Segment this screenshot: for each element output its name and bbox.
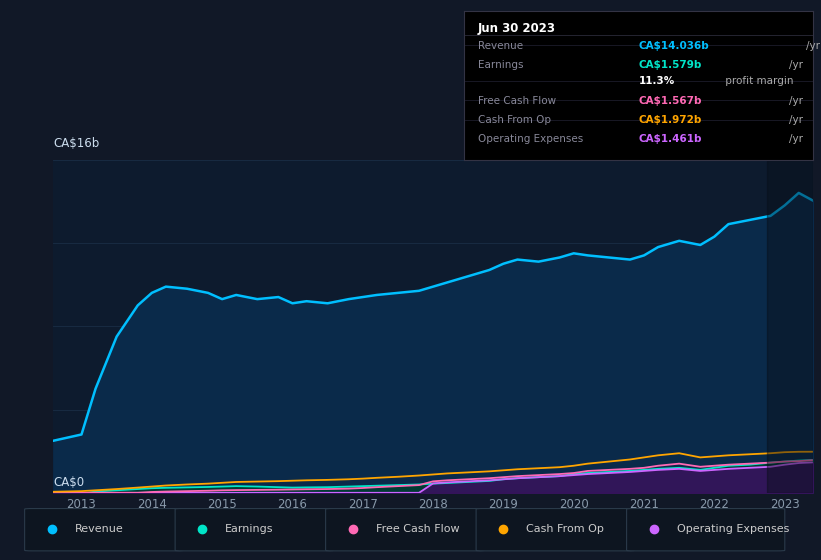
Text: Earnings: Earnings (478, 60, 523, 70)
Text: profit margin: profit margin (722, 77, 794, 86)
Text: Revenue: Revenue (75, 524, 123, 534)
Text: Revenue: Revenue (478, 41, 523, 51)
Bar (767, 160, 813, 493)
Text: /yr: /yr (789, 60, 803, 70)
FancyBboxPatch shape (25, 508, 183, 551)
Text: Free Cash Flow: Free Cash Flow (478, 96, 556, 106)
FancyBboxPatch shape (626, 508, 785, 551)
Text: CA$1.972b: CA$1.972b (639, 115, 702, 125)
Text: CA$0: CA$0 (53, 477, 85, 489)
FancyBboxPatch shape (476, 508, 635, 551)
Text: Earnings: Earnings (225, 524, 273, 534)
Text: CA$1.579b: CA$1.579b (639, 60, 702, 70)
Text: Operating Expenses: Operating Expenses (677, 524, 789, 534)
Text: /yr: /yr (789, 96, 803, 106)
Text: Cash From Op: Cash From Op (478, 115, 551, 125)
FancyBboxPatch shape (326, 508, 484, 551)
Text: 11.3%: 11.3% (639, 77, 675, 86)
Text: /yr: /yr (789, 134, 803, 144)
Text: Jun 30 2023: Jun 30 2023 (478, 22, 556, 35)
Text: CA$16b: CA$16b (53, 137, 99, 150)
FancyBboxPatch shape (175, 508, 333, 551)
Text: CA$14.036b: CA$14.036b (639, 41, 709, 51)
Text: /yr: /yr (789, 115, 803, 125)
Text: Cash From Op: Cash From Op (526, 524, 604, 534)
Text: Free Cash Flow: Free Cash Flow (376, 524, 460, 534)
Text: /yr: /yr (805, 41, 820, 51)
Text: Operating Expenses: Operating Expenses (478, 134, 583, 144)
Text: CA$1.461b: CA$1.461b (639, 134, 702, 144)
Text: CA$1.567b: CA$1.567b (639, 96, 702, 106)
